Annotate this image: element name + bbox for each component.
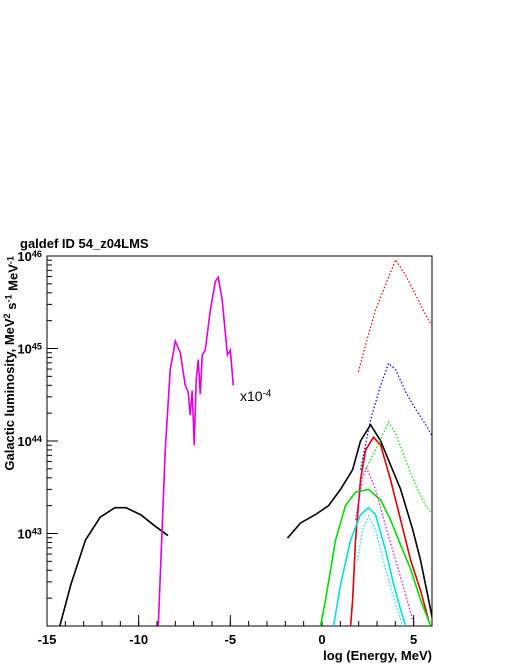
series-line bbox=[286, 423, 432, 621]
x-tick-label: 5 bbox=[410, 632, 417, 647]
series-line bbox=[157, 275, 235, 626]
y-tick-label: 1044​ bbox=[17, 434, 43, 449]
series-line bbox=[59, 506, 169, 626]
series-line bbox=[354, 466, 414, 621]
series-line bbox=[359, 362, 432, 470]
x-tick-label: -15 bbox=[38, 632, 57, 647]
x-axis-label: log (Energy, MeV) bbox=[323, 648, 432, 663]
plot-area bbox=[59, 258, 432, 626]
y-axis-label: Galactic luminosity, MeV2​ s-1​ MeV-1​ bbox=[2, 256, 21, 471]
y-tick-label: 1043​ bbox=[17, 526, 42, 541]
x-tick-label: -10 bbox=[129, 632, 148, 647]
y-tick-label: 1045​ bbox=[17, 341, 42, 356]
series-line bbox=[365, 420, 432, 515]
series-line bbox=[319, 488, 432, 626]
series-line bbox=[332, 506, 407, 626]
x-tick-label: 0 bbox=[318, 632, 325, 647]
chart-title: galdef ID 54_z04LMS bbox=[20, 236, 149, 251]
x-tick-label: -5 bbox=[225, 632, 237, 647]
annotation: x10-4​ bbox=[240, 388, 272, 404]
y-tick-label: 1046​ bbox=[17, 249, 42, 264]
series-line bbox=[349, 435, 430, 626]
